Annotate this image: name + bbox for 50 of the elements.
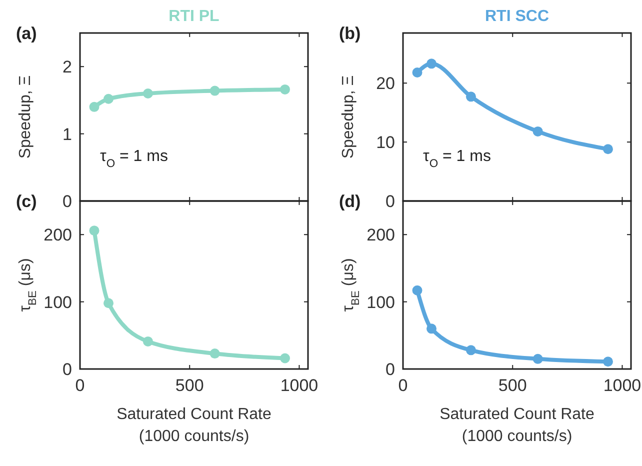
point [104, 94, 114, 104]
y-tick-label: 200 [366, 226, 395, 245]
point [412, 67, 422, 78]
y-tick-label: 10 [376, 133, 395, 152]
point [89, 102, 100, 112]
point [602, 144, 613, 154]
chart-title: RTI PL [168, 8, 220, 25]
point [142, 88, 153, 98]
point [466, 345, 476, 356]
y-axis-title: Speedup, Ξ [17, 75, 34, 159]
point [602, 356, 613, 367]
point [280, 84, 290, 94]
point [104, 298, 114, 308]
text: (b) [339, 24, 361, 43]
y-tick-label: 0 [62, 192, 72, 211]
annotation: τ$_{O}$ = 1 ms [423, 148, 491, 170]
point [426, 324, 436, 334]
x-tick-label: 500 [498, 376, 527, 395]
y-tick-label: 20 [376, 74, 395, 94]
y-tick-label: 0 [386, 360, 395, 379]
text: (a) [16, 24, 37, 43]
y-tick-label: 100 [366, 292, 395, 312]
point [532, 354, 543, 364]
point [426, 58, 436, 69]
y-tick-label: 1 [62, 124, 72, 144]
text: (d) [339, 192, 361, 211]
x-tick-label: 0 [398, 376, 408, 395]
y-tick-label: 200 [44, 226, 72, 245]
x-tick-label: 500 [175, 376, 204, 395]
x-axis-title: Saturated Count Rate (1000 counts/s) [440, 406, 594, 445]
x-tick-label: 1000 [603, 376, 642, 395]
y-tick-label: 0 [62, 360, 72, 379]
y-tick-label: 100 [44, 292, 72, 312]
point [210, 348, 220, 359]
point [466, 92, 476, 102]
point [532, 126, 543, 136]
point [89, 226, 100, 236]
chart-title: RTI SCC [485, 8, 550, 25]
point [210, 86, 220, 96]
x-tick-label: 1000 [280, 376, 318, 395]
text: (c) [16, 192, 37, 211]
y-tick-label: 2 [62, 58, 72, 77]
y-axis-title: Speedup, Ξ [340, 75, 357, 159]
x-tick-label: 0 [75, 376, 85, 395]
annotation: τ$_{O}$ = 1 ms [100, 148, 168, 170]
point [142, 336, 153, 346]
y-tick-label: 0 [386, 192, 395, 211]
point [412, 285, 422, 296]
point [280, 353, 290, 364]
x-axis-title: Saturated Count Rate (1000 counts/s) [116, 406, 272, 445]
